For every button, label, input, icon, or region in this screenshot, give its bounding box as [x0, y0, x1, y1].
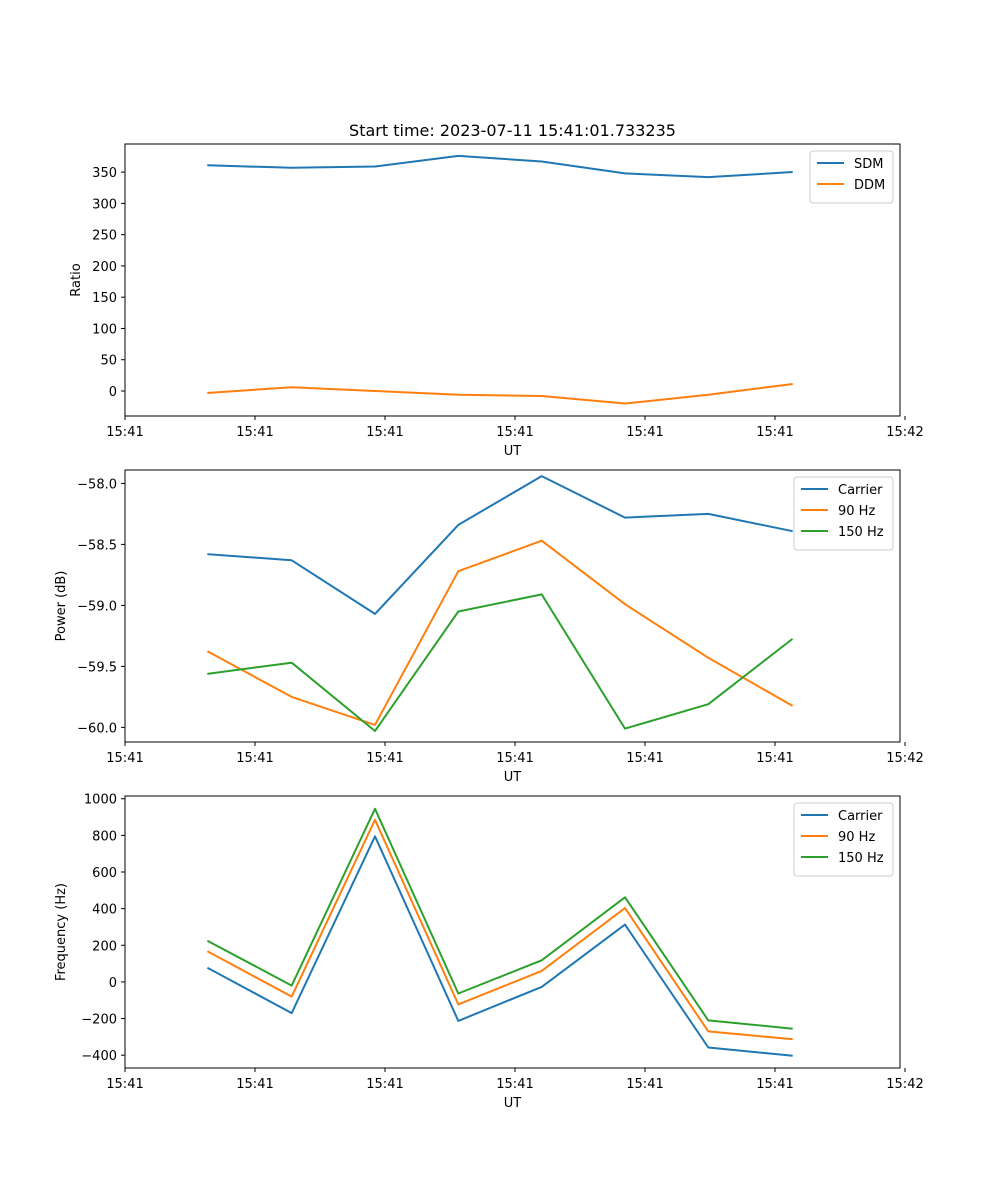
x-tick-label: 15:41 [756, 425, 793, 440]
x-tick-label: 15:41 [756, 751, 793, 766]
figure-title: Start time: 2023-07-11 15:41:01.733235 [349, 121, 676, 140]
y-tick-label: 400 [92, 903, 117, 918]
x-tick-label: 15:41 [626, 1077, 663, 1092]
x-tick-label: 15:41 [756, 1077, 793, 1092]
series-line-90-hz [206, 818, 793, 1041]
y-tick-label: 1000 [84, 793, 117, 808]
y-tick-label: 600 [92, 866, 117, 881]
y-tick-label: −200 [81, 1013, 117, 1028]
legend-label-150-hz: 150 Hz [838, 525, 884, 540]
y-tick-label: −59.5 [77, 660, 117, 675]
y-tick-label: 800 [92, 829, 117, 844]
x-tick-label: 15:42 [886, 425, 923, 440]
series-line-sdm [207, 154, 793, 179]
axes-frame [124, 469, 901, 743]
x-axis-label: UT [504, 444, 522, 459]
axes-container: 15:41 15:41 15:41 15:41 15:41 15:41 15:42 0 50 10… [54, 143, 924, 1111]
x-axis-label: UT [504, 1096, 522, 1111]
x-tick-label: 15:42 [886, 1077, 923, 1092]
legend-label-150-hz: 150 Hz [838, 851, 884, 866]
x-tick-label: 15:41 [236, 425, 273, 440]
y-axis-label: Frequency (Hz) [54, 883, 69, 981]
legend: Carrier 90 Hz 150 Hz [793, 476, 894, 551]
x-tick-label: 15:41 [496, 425, 533, 440]
x-tick-label: 15:41 [366, 751, 403, 766]
x-tick-label: 15:42 [886, 751, 923, 766]
y-tick-label: −400 [81, 1049, 117, 1064]
legend-label-90-hz: 90 Hz [838, 830, 875, 845]
series-line-carrier [207, 475, 793, 615]
series-line-150-hz [206, 807, 793, 1030]
axes-frame [124, 143, 901, 417]
y-tick-label: −58.5 [77, 538, 117, 553]
y-tick-label: 200 [92, 939, 117, 954]
axes-panel-2: 15:41 15:41 15:41 15:41 15:41 15:41 15:42 −60.0… [54, 469, 924, 785]
legend: Carrier 90 Hz 150 Hz [793, 802, 894, 877]
y-tick-label: 350 [92, 166, 117, 181]
series-line-carrier [206, 835, 793, 1057]
series-line-90-hz [206, 539, 794, 726]
series-line-ddm [207, 382, 793, 405]
x-tick-label: 15:41 [236, 1077, 273, 1092]
legend-label-ddm: DDM [854, 178, 885, 193]
legend: SDM DDM [809, 150, 894, 204]
axes-panel-3: 15:41 15:41 15:41 15:41 15:41 15:41 15:42 −400 −… [54, 793, 924, 1111]
y-tick-label: 250 [92, 229, 117, 244]
legend-label-sdm: SDM [854, 157, 883, 172]
y-tick-label: 0 [109, 976, 117, 991]
y-tick-label: 300 [92, 197, 117, 212]
x-tick-label: 15:41 [106, 1077, 143, 1092]
y-tick-label: 100 [92, 322, 117, 337]
x-tick-label: 15:41 [106, 425, 143, 440]
y-tick-label: 0 [109, 385, 117, 400]
y-tick-label: −60.0 [77, 721, 117, 736]
x-tick-label: 15:41 [366, 1077, 403, 1092]
y-tick-label: −59.0 [77, 599, 117, 614]
x-tick-label: 15:41 [626, 425, 663, 440]
x-tick-label: 15:41 [106, 751, 143, 766]
axes-panel-1: 15:41 15:41 15:41 15:41 15:41 15:41 15:42 0 50 10… [69, 143, 924, 459]
y-tick-label: −58.0 [77, 477, 117, 492]
x-axis-label: UT [504, 770, 522, 785]
x-tick-label: 15:41 [626, 751, 663, 766]
legend-label-carrier: Carrier [838, 809, 883, 824]
x-tick-label: 15:41 [366, 425, 403, 440]
series-line-150-hz [207, 593, 794, 732]
legend-label-90-hz: 90 Hz [838, 504, 875, 519]
y-axis-label: Ratio [69, 263, 84, 296]
x-tick-label: 15:41 [496, 1077, 533, 1092]
x-tick-label: 15:41 [236, 751, 273, 766]
x-tick-label: 15:41 [496, 751, 533, 766]
y-tick-label: 200 [92, 260, 117, 275]
y-tick-label: 50 [100, 354, 117, 369]
legend-label-carrier: Carrier [838, 483, 883, 498]
axes-frame [124, 795, 901, 1069]
y-tick-label: 150 [92, 291, 117, 306]
y-axis-label: Power (dB) [54, 571, 69, 642]
